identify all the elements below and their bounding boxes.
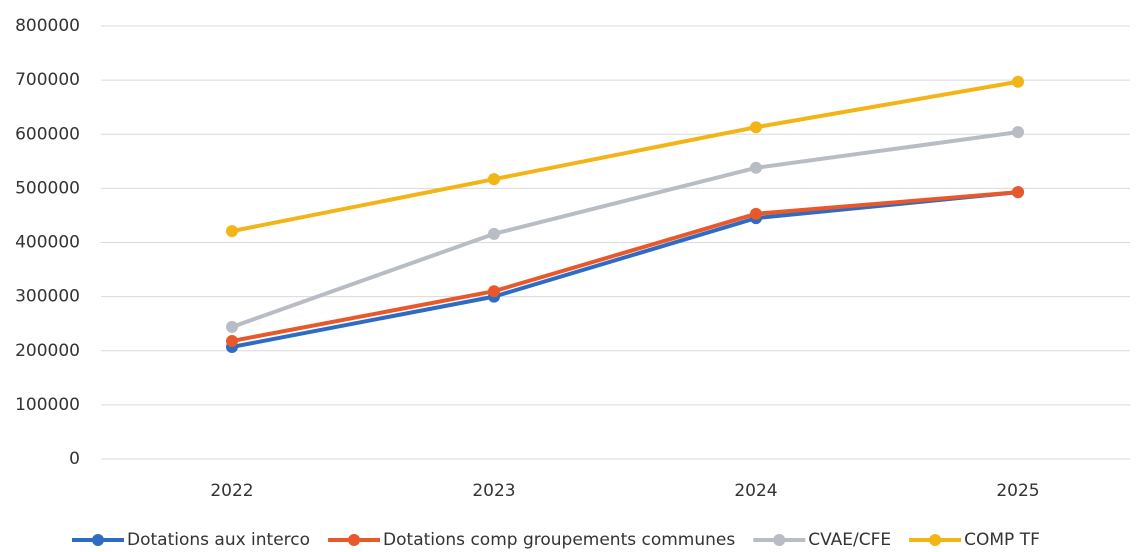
series-line: [231, 79, 1019, 234]
point: [750, 207, 762, 220]
series-line: [231, 190, 1019, 349]
y-tick-label: 600000: [15, 124, 80, 144]
y-tick-label: 800000: [15, 16, 80, 36]
legend-label: CVAE/CFE: [808, 530, 891, 550]
point: [1012, 75, 1024, 88]
series-line: [231, 130, 1019, 329]
legend-marker: [773, 534, 786, 546]
point: [1012, 186, 1024, 199]
point: [226, 320, 238, 333]
series-line: [231, 190, 1019, 343]
legend-marker: [348, 534, 361, 546]
point: [488, 285, 500, 298]
legend-marker: [92, 534, 104, 546]
point: [226, 335, 238, 348]
legend-label: COMP TF: [964, 530, 1040, 550]
y-tick-label: 200000: [15, 341, 80, 361]
x-tick-label: 2022: [210, 481, 253, 501]
point: [488, 227, 500, 240]
x-tick-label: 2024: [734, 481, 777, 501]
y-tick-label: 100000: [15, 395, 80, 415]
point: [488, 173, 500, 186]
legend-marker: [929, 534, 942, 546]
point: [750, 161, 762, 174]
y-tick-label: 700000: [15, 70, 80, 90]
legend-label: Dotations comp groupements communes: [383, 530, 735, 550]
legend-label: Dotations aux interco: [127, 530, 310, 550]
y-tick-label: 300000: [15, 287, 80, 307]
x-tick-label: 2023: [472, 481, 515, 501]
y-tick-label: 0: [69, 449, 80, 469]
point: [750, 121, 762, 134]
point: [226, 225, 238, 238]
y-tick-label: 500000: [15, 178, 80, 198]
y-tick-label: 400000: [15, 233, 80, 253]
point: [1012, 126, 1024, 139]
x-tick-label: 2025: [996, 481, 1039, 501]
